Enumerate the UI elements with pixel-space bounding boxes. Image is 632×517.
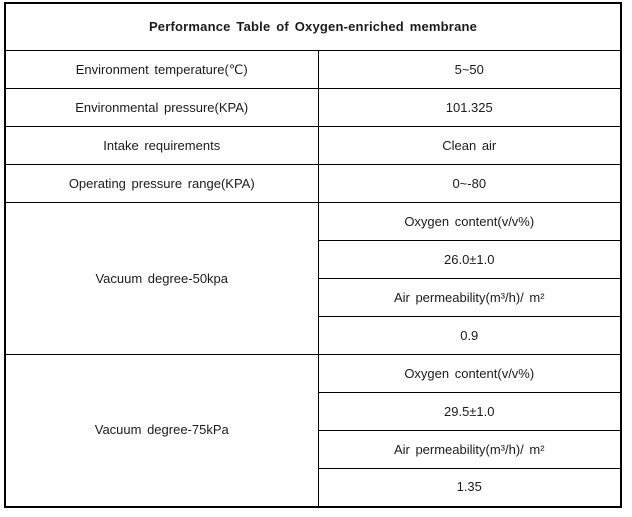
title-row: Performance Table of Oxygen-enriched mem… bbox=[4, 2, 622, 51]
group-vacuum-50kpa-row-2: 26.0±1.0 bbox=[5, 240, 622, 279]
label-environmental-pressure: Environmental pressure(KPA) bbox=[4, 88, 319, 127]
row-operating-pressure-range: Operating pressure range(KPA) 0~-80 bbox=[4, 164, 622, 203]
value-environment-temperature: 5~50 bbox=[317, 50, 622, 89]
row-environmental-pressure: Environmental pressure(KPA) 101.325 bbox=[4, 88, 622, 127]
vacuum-75kpa-oxygen-content-header: Oxygen content(v/v%) bbox=[317, 354, 622, 393]
group-vacuum-50kpa-row-1: Vacuum degree-50kpa Oxygen content(v/v%) bbox=[4, 202, 622, 355]
vacuum-75kpa-oxygen-content-value: 29.5±1.0 bbox=[317, 392, 622, 431]
label-intake-requirements: Intake requirements bbox=[4, 126, 319, 165]
vacuum-75kpa-air-permeability-value: 1.35 bbox=[317, 468, 622, 507]
row-intake-requirements: Intake requirements Clean air bbox=[4, 126, 622, 165]
label-vacuum-degree-50kpa: Vacuum degree-50kpa bbox=[4, 202, 319, 355]
table-title: Performance Table of Oxygen-enriched mem… bbox=[4, 2, 622, 51]
label-vacuum-degree-75kpa: Vacuum degree-75kPa bbox=[4, 354, 319, 507]
label-environment-temperature: Environment temperature(℃) bbox=[4, 50, 319, 89]
vacuum-75kpa-air-permeability-header: Air permeability(m³/h)/ m² bbox=[317, 430, 622, 469]
vacuum-50kpa-air-permeability-header: Air permeability(m³/h)/ m² bbox=[317, 278, 622, 317]
group-vacuum-75kpa-row-4: 1.35 bbox=[5, 468, 622, 507]
performance-table: Performance Table of Oxygen-enriched mem… bbox=[4, 2, 623, 508]
value-environmental-pressure: 101.325 bbox=[317, 88, 622, 127]
value-operating-pressure-range: 0~-80 bbox=[317, 164, 622, 203]
vacuum-50kpa-air-permeability-value: 0.9 bbox=[317, 316, 622, 355]
group-vacuum-75kpa-row-1: Vacuum degree-75kPa Oxygen content(v/v%) bbox=[4, 354, 622, 507]
group-vacuum-75kpa-row-2: 29.5±1.0 bbox=[5, 392, 622, 431]
group-vacuum-75kpa-row-3: Air permeability(m³/h)/ m² bbox=[5, 430, 622, 469]
vacuum-50kpa-oxygen-content-value: 26.0±1.0 bbox=[317, 240, 622, 279]
label-operating-pressure-range: Operating pressure range(KPA) bbox=[4, 164, 319, 203]
row-environment-temperature: Environment temperature(℃) 5~50 bbox=[4, 50, 622, 89]
value-intake-requirements: Clean air bbox=[317, 126, 622, 165]
vacuum-50kpa-oxygen-content-header: Oxygen content(v/v%) bbox=[317, 202, 622, 241]
group-vacuum-50kpa-row-3: Air permeability(m³/h)/ m² bbox=[5, 278, 622, 317]
